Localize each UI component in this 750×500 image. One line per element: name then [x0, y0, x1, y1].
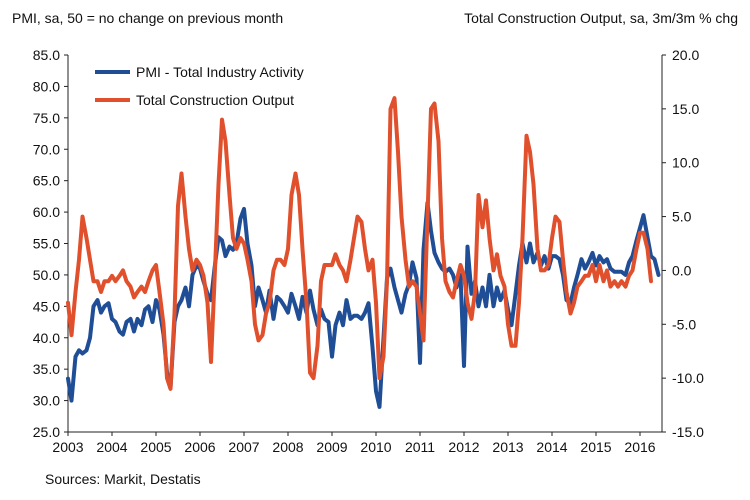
right-tick-label: -10.0 [672, 370, 704, 386]
axes: 85.0 80.0 75.0 70.0 65.0 60.0 55.0 50.0 45.0 40.0… [33, 47, 704, 455]
left-tick-label: 35.0 [33, 361, 60, 377]
legend: PMI - Total Industry Activity Total Const… [95, 64, 304, 108]
x-tick-label: 2010 [360, 439, 391, 455]
series-layer [66, 96, 661, 409]
legend-label: PMI - Total Industry Activity [136, 64, 304, 80]
x-tick-label: 2007 [228, 439, 259, 455]
right-tick-label: -15.0 [672, 424, 704, 440]
left-tick-label: 65.0 [33, 173, 60, 189]
left-tick-label: 75.0 [33, 110, 60, 126]
x-tick-label: 2013 [492, 439, 523, 455]
right-tick-label: 15.0 [672, 101, 699, 117]
x-tick-label: 2009 [316, 439, 347, 455]
x-tick-label: 2004 [96, 439, 127, 455]
right-tick-label: 0.0 [672, 262, 692, 278]
left-tick-label: 60.0 [33, 204, 60, 220]
left-tick-label: 55.0 [33, 236, 60, 252]
x-tick-label: 2016 [624, 439, 655, 455]
legend-label: Total Construction Output [136, 92, 294, 108]
left-tick-label: 30.0 [33, 393, 60, 409]
x-tick-label: 2003 [52, 439, 83, 455]
x-tick-label: 2005 [140, 439, 171, 455]
x-tick-label: 2006 [184, 439, 215, 455]
left-tick-label: 25.0 [33, 424, 60, 440]
right-tick-label: 10.0 [672, 155, 699, 171]
left-axis-title: PMI, sa, 50 = no change on previous mont… [12, 10, 283, 26]
x-tick-label: 2015 [580, 439, 611, 455]
x-tick-label: 2014 [536, 439, 567, 455]
x-tick-label: 2011 [405, 439, 435, 455]
left-tick-label: 70.0 [33, 141, 60, 157]
source-note: Sources: Markit, Destatis [45, 471, 201, 487]
left-tick-label: 40.0 [33, 330, 60, 346]
right-tick-label: 5.0 [672, 209, 692, 225]
left-tick-label: 80.0 [33, 78, 60, 94]
right-tick-label: 20.0 [672, 47, 699, 63]
series-line-construction-output [66, 96, 653, 391]
x-tick-label: 2012 [448, 439, 479, 455]
left-tick-label: 45.0 [33, 298, 60, 314]
left-tick-label: 85.0 [33, 47, 60, 63]
left-tick-label: 50.0 [33, 267, 60, 283]
right-axis-title: Total Construction Output, sa, 3m/3m % c… [464, 10, 738, 26]
right-tick-label: -5.0 [672, 316, 696, 332]
x-tick-label: 2008 [272, 439, 303, 455]
